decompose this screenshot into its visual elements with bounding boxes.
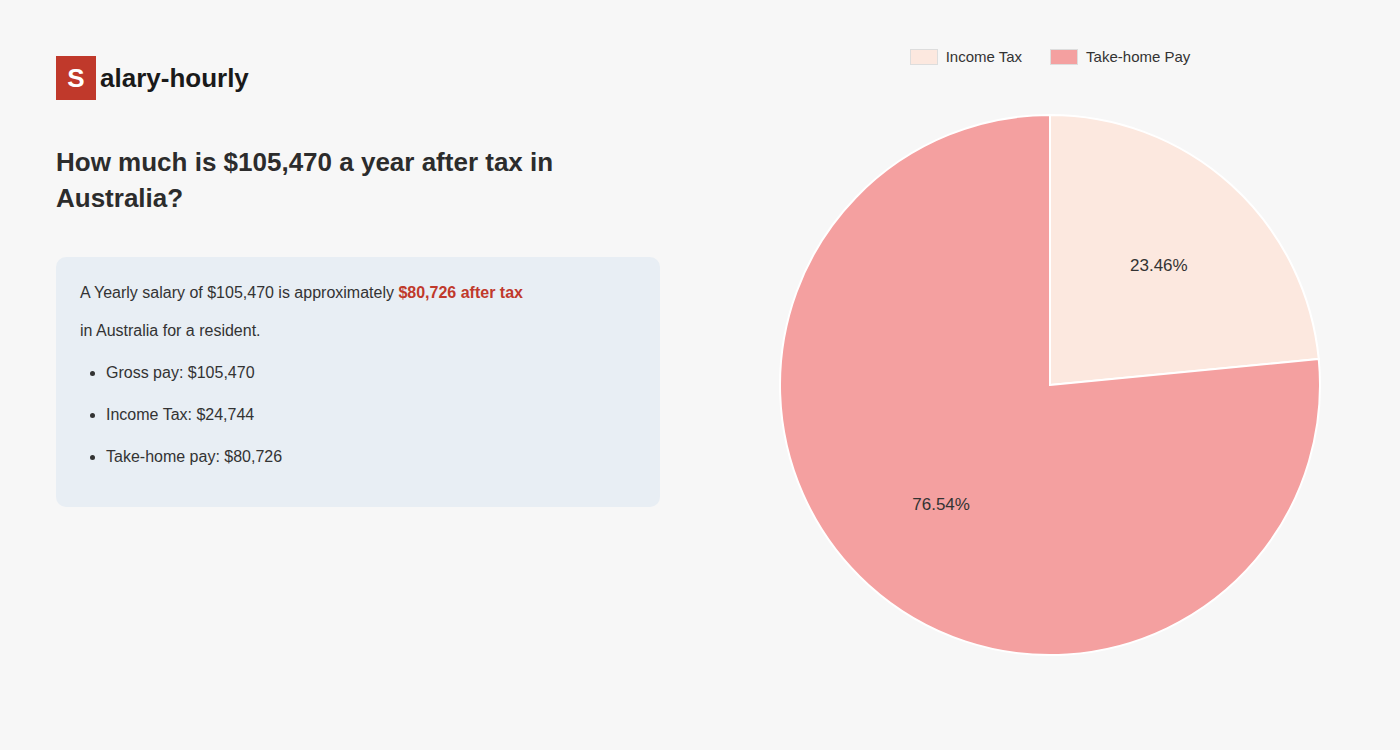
pie-slice [1050, 115, 1319, 385]
data-labels: 23.46% 76.54% [912, 256, 1187, 515]
legend-item: Income Tax [910, 48, 1022, 65]
bullet-item: Income Tax: $24,744 [106, 403, 636, 427]
info-box: A Yearly salary of $105,470 is approxima… [56, 257, 660, 507]
body-line: A Yearly salary of $105,470 is approxima… [80, 281, 636, 305]
body-text: in Australia for a resident. [80, 322, 261, 339]
page: Salary-hourly How much is $105,470 a year… [0, 0, 1400, 750]
legend-swatch [910, 49, 938, 65]
legend-swatch [1050, 49, 1078, 65]
title: How much is $105,470 a year after tax in… [56, 144, 660, 217]
chart-panel: Income Tax Take-home Pay 23.46% 76.54% [700, 0, 1400, 750]
text-panel: Salary-hourly How much is $105,470 a year… [0, 0, 700, 750]
data-label: 76.54% [912, 495, 970, 514]
legend-label: Take-home Pay [1086, 48, 1190, 65]
pie-slice [780, 115, 1320, 655]
pie-chart: 23.46% 76.54% [700, 65, 1400, 705]
legend-item: Take-home Pay [1050, 48, 1190, 65]
logo-box: S [56, 56, 96, 100]
bullet-list: Gross pay: $105,470 Income Tax: $24,744 Ta… [80, 361, 636, 469]
data-label: 23.46% [1130, 256, 1188, 275]
body-text: $80,726 after tax [398, 284, 523, 301]
bullet-item: Gross pay: $105,470 [106, 361, 636, 385]
slices [780, 115, 1320, 655]
legend: Income Tax Take-home Pay [910, 48, 1191, 65]
body-text: A Yearly salary of $105,470 is approxima… [80, 284, 398, 301]
body-line: in Australia for a resident. [80, 319, 636, 343]
logo: Salary-hourly [56, 56, 660, 100]
bullet-item: Take-home pay: $80,726 [106, 445, 636, 469]
logo-text: alary-hourly [100, 63, 249, 94]
legend-label: Income Tax [946, 48, 1022, 65]
